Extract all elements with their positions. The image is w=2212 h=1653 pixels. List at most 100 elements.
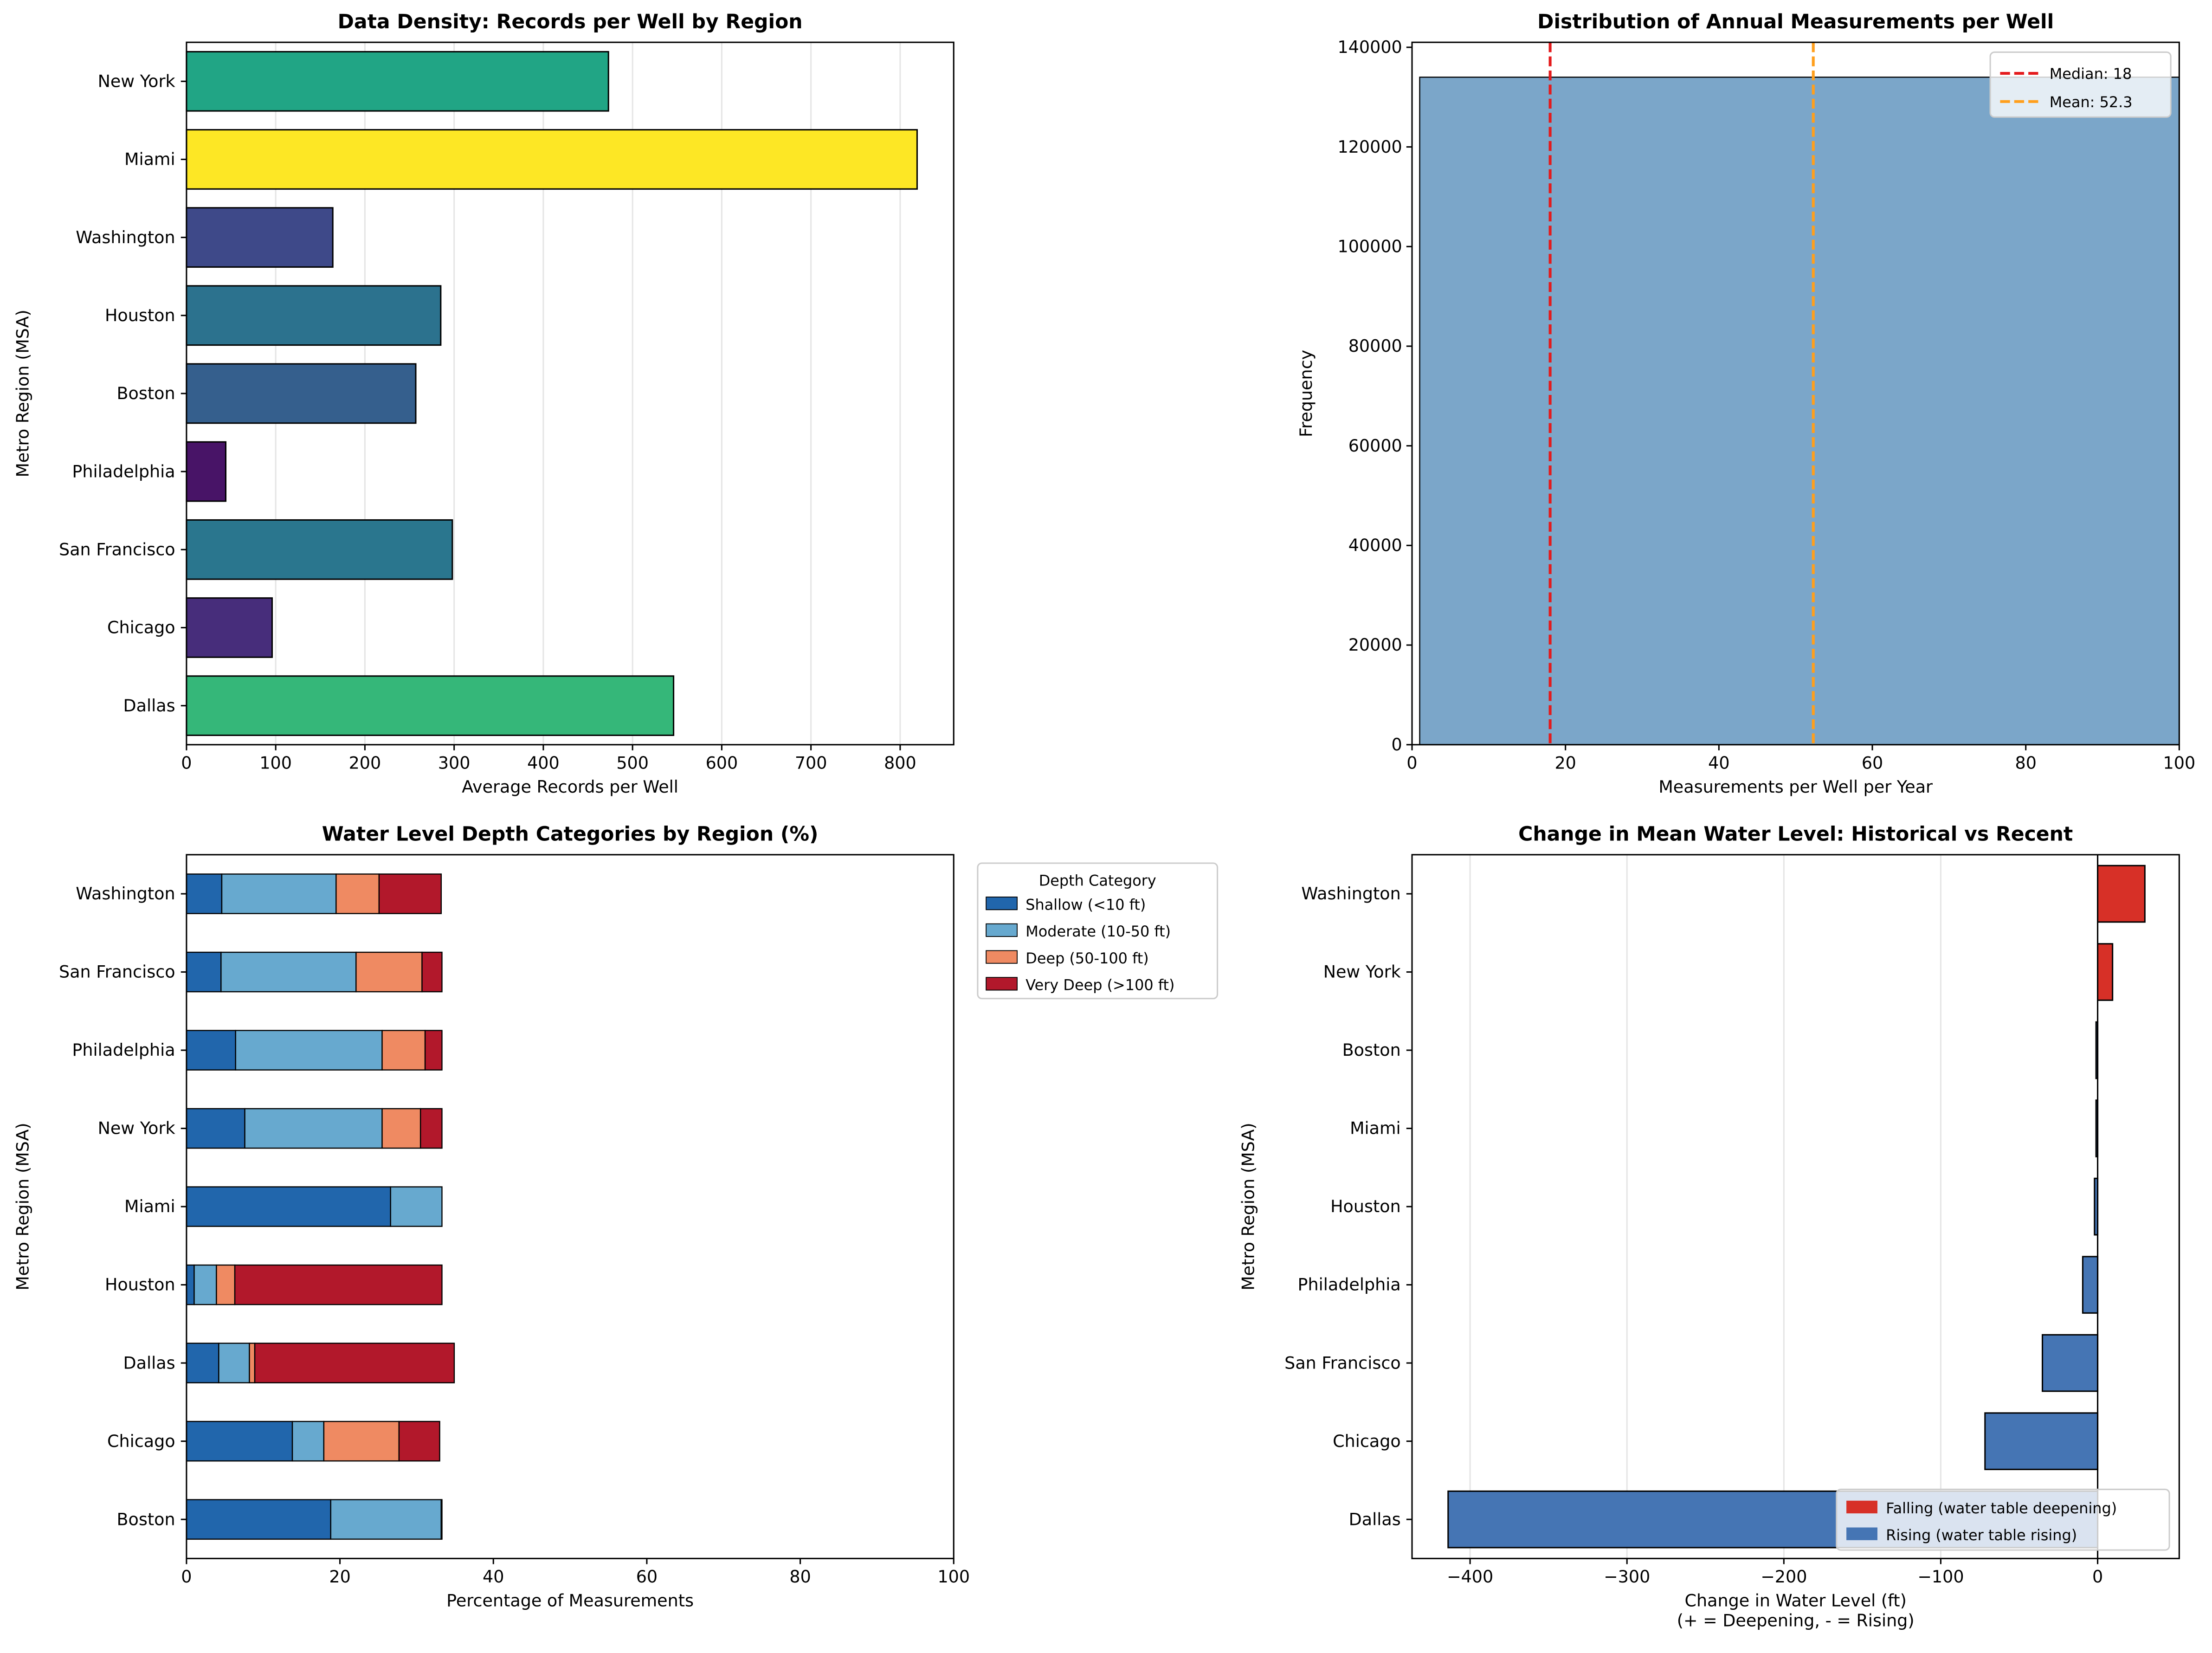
y-tick-label: 40000 xyxy=(1348,536,1402,555)
y-tick-label: Houston xyxy=(1330,1196,1401,1216)
stacked-bar-segment xyxy=(186,1264,195,1305)
stacked-bar-segment xyxy=(218,1343,250,1383)
y-tick-label: 140000 xyxy=(1338,37,1402,57)
legend-label: Rising (water table rising) xyxy=(1886,1526,2077,1544)
stacked-bar-segment xyxy=(378,873,442,914)
x-tick-label: 100 xyxy=(937,1567,970,1587)
stacked-bar-segment xyxy=(421,951,443,993)
stacked-bar-segment xyxy=(355,951,423,993)
bar xyxy=(2082,1256,2099,1314)
stacked-bar-segment xyxy=(291,1421,325,1462)
chart-depth-categories: 0 20 40 60 80 100 Washington San Francisco Phila… xyxy=(13,823,1219,1611)
stacked-bar-segment xyxy=(440,1499,443,1540)
legend-swatch xyxy=(986,923,1018,937)
x-tick-label: 800 xyxy=(884,753,916,773)
legend-box xyxy=(977,862,1219,1000)
chart-title: Water Level Depth Categories by Region (… xyxy=(322,823,819,846)
x-tick-label: 300 xyxy=(438,753,471,773)
y-tick-label: San Francisco xyxy=(1284,1353,1401,1373)
legend: Median: 18 Mean: 52.3 xyxy=(1989,51,2172,118)
legend: Falling (water table deepening) Rising (w… xyxy=(1836,1488,2170,1551)
legend-box xyxy=(1836,1488,2170,1551)
y-tick-label: 80000 xyxy=(1348,336,1402,356)
x-axis-label: Change in Water Level (ft) xyxy=(1685,1591,1907,1611)
y-tick-label: Philadelphia xyxy=(72,1040,175,1060)
x-axis-label: Average Records per Well xyxy=(462,777,678,797)
stacked-bar-segment xyxy=(186,873,223,914)
y-tick-label: Boston xyxy=(117,1509,175,1529)
y-axis-label: Metro Region (MSA) xyxy=(13,310,33,477)
legend-label: Deep (50-100 ft) xyxy=(1025,949,1148,967)
bar xyxy=(1984,1412,2099,1470)
x-tick-label: 100 xyxy=(2163,753,2196,773)
legend-label: Shallow (<10 ft) xyxy=(1025,896,1146,913)
x-tick-label: −400 xyxy=(1447,1567,1493,1587)
stacked-bar-segment xyxy=(249,1343,256,1383)
y-axis-label: Metro Region (MSA) xyxy=(13,1123,33,1290)
bar xyxy=(2042,1334,2099,1392)
stacked-bar-segment xyxy=(254,1343,455,1383)
x-tick-label: 0 xyxy=(181,1567,192,1587)
stacked-bar-segment xyxy=(186,1186,391,1227)
y-axis-label: Frequency xyxy=(1296,350,1316,437)
y-tick-label: Miami xyxy=(124,149,175,169)
y-tick-label: New York xyxy=(98,1118,176,1138)
x-tick-label: 0 xyxy=(181,753,192,773)
x-tick-label: 40 xyxy=(483,1567,504,1587)
y-tick-label: New York xyxy=(1323,962,1401,982)
y-tick-label: Washington xyxy=(1301,884,1400,904)
x-tick-label: 80 xyxy=(789,1567,811,1587)
x-tick-label: −100 xyxy=(1917,1567,1964,1587)
legend-label: Moderate (10-50 ft) xyxy=(1025,923,1171,940)
y-tick-label: Philadelphia xyxy=(72,461,175,481)
x-tick-label: 0 xyxy=(1406,753,1417,773)
y-tick-label: Washington xyxy=(76,227,175,247)
legend-label: Very Deep (>100 ft) xyxy=(1025,976,1174,994)
bar xyxy=(2097,943,2114,1001)
chart-measurements-histogram: 0 20 40 60 80 100 0 20000 40000 60000 80000 100000 1… xyxy=(1296,11,2195,797)
x-tick-label: 200 xyxy=(349,753,381,773)
stacked-bar-segment xyxy=(335,873,380,914)
y-tick-label: Washington xyxy=(76,884,175,904)
y-tick-label: Dallas xyxy=(123,696,175,716)
stacked-bar-segment xyxy=(186,1499,331,1540)
stacked-bar-segment xyxy=(323,1421,400,1462)
stacked-bar-segment xyxy=(193,1264,217,1305)
x-tick-label: 80 xyxy=(2015,753,2036,773)
legend: Depth Category Shallow (<10 ft) Moderate (… xyxy=(977,862,1219,1000)
stacked-bar-segment xyxy=(221,873,337,914)
stacked-bar-segment xyxy=(424,1030,443,1071)
y-tick-label: San Francisco xyxy=(59,962,175,982)
x-tick-label: 600 xyxy=(706,753,738,773)
bar xyxy=(186,597,273,658)
stacked-bar-segment xyxy=(398,1421,440,1462)
x-axis-label-note: (+ = Deepening, - = Rising) xyxy=(1677,1610,1915,1630)
x-tick-label: 20 xyxy=(1554,753,1576,773)
x-tick-label: 0 xyxy=(2092,1567,2103,1587)
y-tick-label: Philadelphia xyxy=(1298,1275,1401,1295)
x-tick-label: 60 xyxy=(636,1567,658,1587)
stacked-bar-segment xyxy=(186,951,222,993)
y-axis-label: Metro Region (MSA) xyxy=(1238,1123,1258,1290)
stacked-bar-segment xyxy=(419,1108,443,1149)
x-tick-label: 20 xyxy=(329,1567,350,1587)
x-tick-label: 60 xyxy=(1862,753,1883,773)
legend-swatch xyxy=(1846,1527,1877,1540)
chart-title: Change in Mean Water Level: Historical v… xyxy=(1518,823,2073,846)
stacked-bar-segment xyxy=(381,1030,426,1071)
y-tick-label: New York xyxy=(98,71,176,91)
stacked-bar-segment xyxy=(330,1499,442,1540)
x-tick-label: 500 xyxy=(616,753,649,773)
legend-label: Falling (water table deepening) xyxy=(1886,1499,2117,1517)
bar xyxy=(186,441,227,502)
legend-swatch xyxy=(986,897,1018,910)
stacked-bar-segment xyxy=(220,951,357,993)
bar xyxy=(186,51,609,112)
y-tick-label: 20000 xyxy=(1348,635,1402,655)
stacked-bar-segment xyxy=(216,1264,236,1305)
y-tick-label: 100000 xyxy=(1338,236,1402,256)
legend-swatch xyxy=(986,977,1018,991)
bar xyxy=(186,129,918,190)
stacked-bar-segment xyxy=(186,1108,245,1149)
